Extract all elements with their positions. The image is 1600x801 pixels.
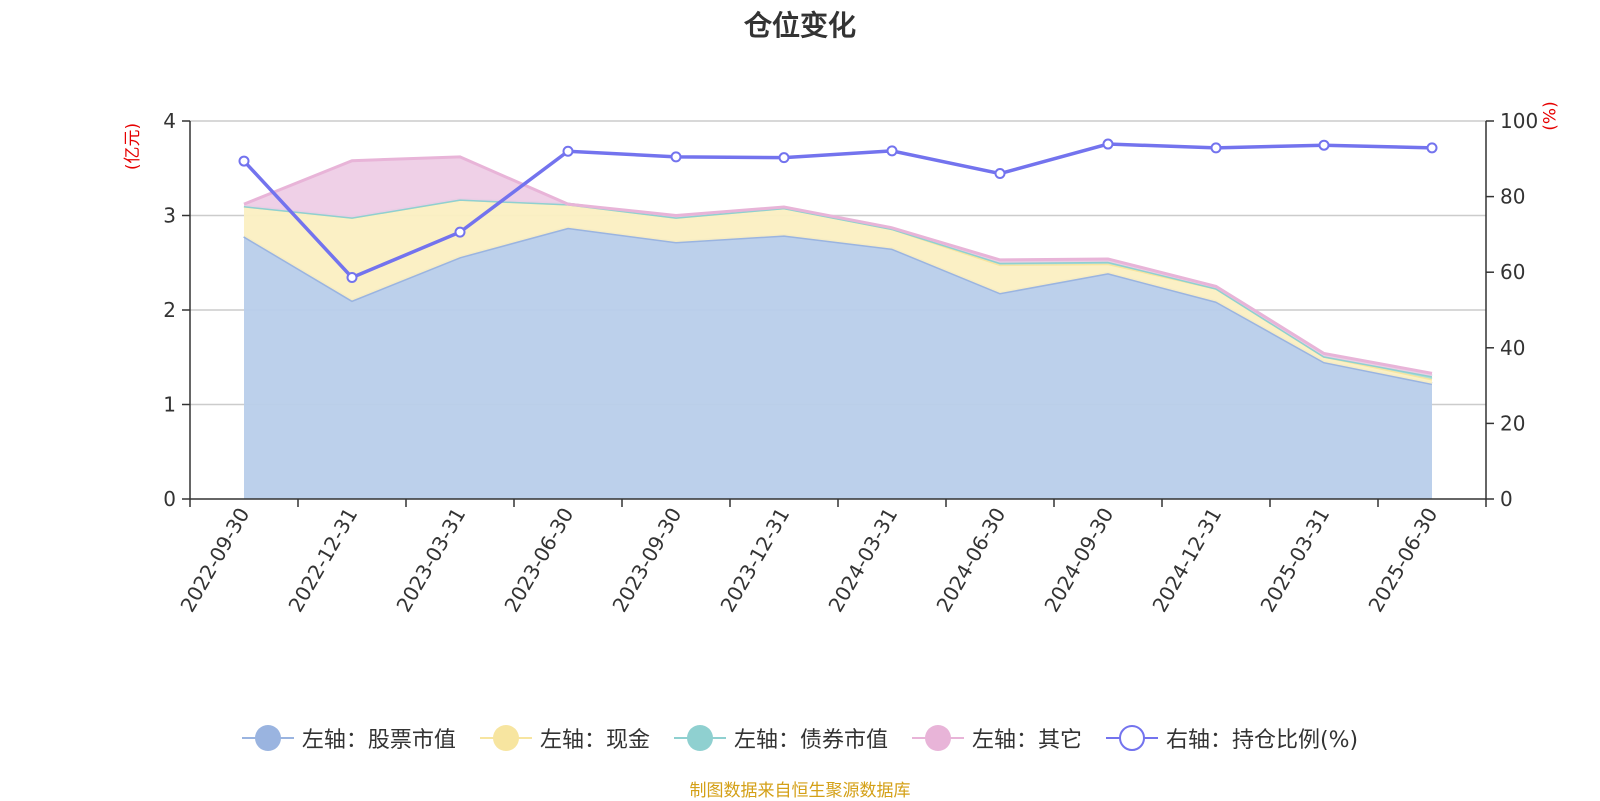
line-point xyxy=(1426,142,1438,154)
x-tick-label: 2023-06-30 xyxy=(499,504,578,617)
line-point xyxy=(778,152,790,164)
x-tick-label: 2024-03-31 xyxy=(823,504,902,617)
area-左轴：现金 xyxy=(244,199,1432,384)
x-tick-label: 2022-12-31 xyxy=(283,504,362,617)
line-point xyxy=(670,151,682,163)
line-point xyxy=(238,155,250,167)
legend-label: 左轴：债券市值 xyxy=(733,728,888,753)
line-point xyxy=(454,226,466,238)
legend-label: 左轴：现金 xyxy=(539,728,650,753)
legend-symbol-icon xyxy=(673,723,726,753)
legend-item[interactable]: 左轴：债券市值 xyxy=(673,722,888,754)
data-source-footer: 制图数据来自恒生聚源数据库 xyxy=(689,781,911,801)
legend-item[interactable]: 左轴：股票市值 xyxy=(241,722,456,754)
line-point xyxy=(562,145,574,157)
y-left-tick-label: 4 xyxy=(163,109,176,133)
y-right-tick-label: 80 xyxy=(1500,185,1525,209)
y-right-tick-label: 0 xyxy=(1500,487,1513,511)
y-left-tick-label: 2 xyxy=(163,298,176,322)
legend-item[interactable]: 右轴：持仓比例(%) xyxy=(1105,722,1359,754)
line-point xyxy=(346,271,358,283)
area-edge-左轴：其它 xyxy=(243,155,1433,375)
legend-item[interactable]: 左轴：其它 xyxy=(911,722,1082,754)
legend-label: 左轴：其它 xyxy=(971,728,1082,753)
area-左轴：其它 xyxy=(244,156,1432,377)
x-tick-label: 2024-09-30 xyxy=(1039,504,1118,617)
chart-title: 仓位变化 xyxy=(743,9,856,42)
legend-label: 左轴：股票市值 xyxy=(301,728,456,753)
y-right-tick-label: 60 xyxy=(1500,260,1525,284)
legend-symbol-icon xyxy=(241,723,294,753)
legend-label: 右轴：持仓比例(%) xyxy=(1165,728,1359,753)
legend-symbol-icon xyxy=(911,723,964,753)
y-left-tick-label: 3 xyxy=(163,204,176,228)
legend-symbol-icon xyxy=(479,723,532,753)
y-right-tick-label: 40 xyxy=(1500,336,1525,360)
y-left-tick-label: 1 xyxy=(163,393,176,417)
x-tick-label: 2025-03-31 xyxy=(1255,504,1334,617)
line-point xyxy=(886,145,898,157)
line-point xyxy=(1210,142,1222,154)
line-point xyxy=(994,168,1006,180)
x-tick-label: 2023-09-30 xyxy=(607,504,686,617)
legend-item[interactable]: 左轴：现金 xyxy=(479,722,650,754)
y-right-tick-label: 20 xyxy=(1500,411,1525,435)
line-point xyxy=(1318,139,1330,151)
line-point xyxy=(1102,138,1114,150)
area-左轴：股票市值 xyxy=(244,227,1432,499)
x-tick-label: 2022-09-30 xyxy=(175,504,254,617)
x-tick-label: 2023-12-31 xyxy=(715,504,794,617)
area-edge-左轴：股票市值 xyxy=(243,226,1433,386)
legend-symbol-icon xyxy=(1105,723,1158,753)
line-holding-ratio xyxy=(242,142,1433,280)
legend: 左轴：股票市值 左轴：现金 左轴：债券市值 左轴：其它 右轴：持仓比例(%) xyxy=(0,722,1600,754)
x-tick-label: 2024-12-31 xyxy=(1147,504,1226,617)
y-right-tick-label: 100 xyxy=(1500,109,1538,133)
x-tick-label: 2025-06-30 xyxy=(1363,504,1442,617)
y-left-tick-label: 0 xyxy=(163,487,176,511)
x-tick-label: 2023-03-31 xyxy=(391,504,470,617)
x-tick-label: 2024-06-30 xyxy=(931,504,1010,617)
